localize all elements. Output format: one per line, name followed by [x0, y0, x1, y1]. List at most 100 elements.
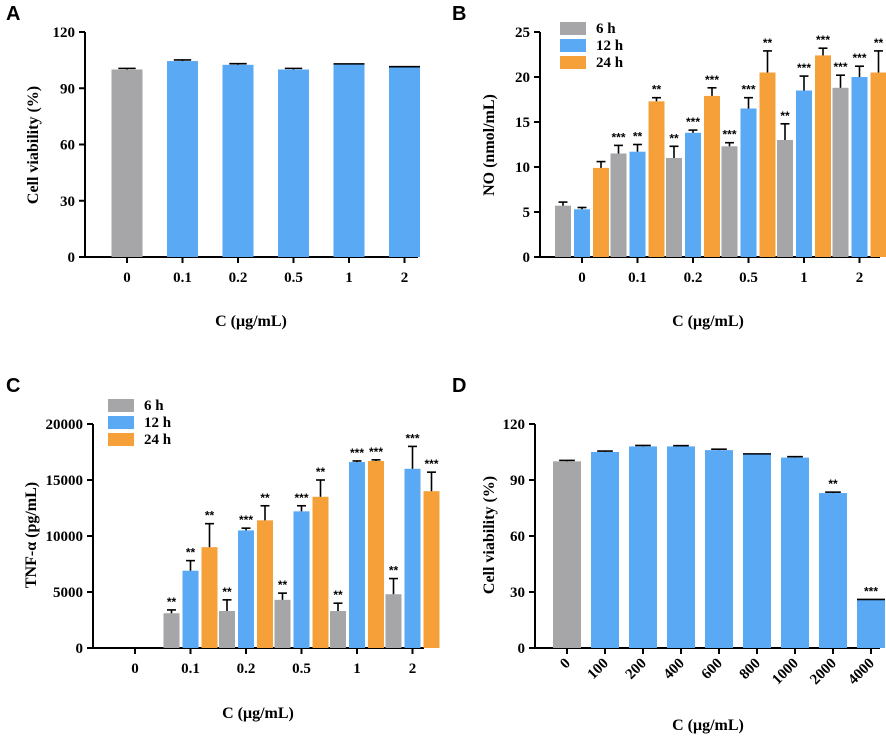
x-tick-label: 4000 — [845, 656, 878, 689]
bar — [740, 108, 757, 257]
bar — [759, 72, 776, 257]
x-tick-label: 100 — [585, 656, 612, 683]
y-tick-label: 120 — [503, 417, 526, 433]
bar — [685, 132, 701, 257]
y-axis-title: NO (nmol/mL) — [481, 94, 498, 196]
y-tick-label: 25 — [515, 25, 530, 41]
bar — [666, 158, 682, 257]
significance-marker: ** — [389, 564, 399, 578]
bar — [555, 205, 571, 257]
bar — [219, 611, 235, 648]
bar — [870, 72, 886, 257]
x-tick-label: 0.1 — [173, 270, 192, 286]
legend-label: 12 h — [596, 38, 624, 54]
y-tick-label: 120 — [53, 25, 76, 41]
legend-swatch — [108, 416, 134, 429]
y-tick-label: 20 — [515, 70, 530, 86]
bar — [330, 611, 346, 648]
y-tick-label: 5 — [523, 205, 531, 221]
bar — [278, 69, 309, 257]
significance-marker: ** — [278, 578, 288, 592]
y-tick-label: 60 — [510, 529, 525, 545]
bar — [781, 457, 809, 648]
legend-label: 6 h — [144, 398, 164, 414]
bar — [610, 153, 627, 257]
significance-marker: *** — [705, 73, 719, 87]
y-tick-label: 10000 — [46, 529, 84, 545]
significance-marker: *** — [405, 431, 419, 445]
y-tick-label: 15 — [515, 115, 530, 131]
x-tick-label: 0.5 — [739, 270, 758, 286]
y-tick-label: 15000 — [46, 473, 84, 489]
significance-marker: *** — [294, 491, 308, 505]
bar — [705, 450, 733, 648]
significance-marker: *** — [369, 445, 383, 459]
bar — [721, 146, 738, 257]
significance-marker: *** — [741, 83, 755, 97]
panel-b: B 0 5 10 15 20 25 0 0.1 0.2 0.5 1 2 C (μg/mL) NO (nmol… — [452, 3, 886, 330]
panel-c: C 0 5000 10000 15000 20000 0 0.1 0.2 0.5 1 2 C (μg/m… — [6, 375, 440, 722]
significance-marker: *** — [611, 130, 625, 144]
bar — [851, 77, 868, 257]
significance-marker: *** — [350, 446, 364, 460]
panel-a: A 0 30 60 90 120 0 0.1 0.2 0.5 1 2 C (μg/mL) Cell via… — [6, 3, 420, 330]
bar — [796, 90, 812, 257]
bar — [385, 594, 402, 648]
x-axis-title: C (μg/mL) — [215, 313, 287, 330]
panel-letter: C — [6, 375, 20, 397]
x-tick-label: 0.5 — [284, 270, 303, 286]
legend-swatch — [560, 39, 586, 52]
bar — [648, 101, 665, 257]
significance-marker: *** — [239, 513, 253, 527]
x-tick-label: 0 — [123, 270, 131, 286]
y-tick-label: 5000 — [53, 585, 83, 601]
legend-swatch — [560, 56, 586, 69]
bar — [815, 55, 831, 258]
bar — [593, 167, 609, 257]
bar — [667, 446, 695, 648]
y-tick-label: 60 — [60, 138, 75, 154]
significance-marker: *** — [424, 457, 438, 471]
bar — [423, 491, 440, 648]
bar — [857, 599, 885, 648]
bar — [257, 520, 273, 648]
y-tick-label: 10 — [515, 160, 530, 176]
bar — [333, 63, 365, 257]
significance-marker: *** — [816, 33, 830, 47]
bar — [167, 61, 198, 257]
x-tick-label: 0 — [131, 661, 139, 677]
significance-marker: ** — [260, 491, 270, 505]
bar — [368, 460, 384, 648]
x-tick-label: 0.1 — [181, 661, 200, 677]
bar — [182, 570, 199, 648]
bar — [629, 151, 646, 257]
bar — [349, 462, 365, 648]
significance-marker: ** — [333, 588, 343, 602]
legend-swatch — [108, 433, 134, 446]
significance-marker: ** — [222, 585, 232, 599]
y-tick-label: 90 — [60, 81, 75, 97]
legend-label: 24 h — [144, 432, 172, 448]
legend-swatch — [108, 399, 134, 412]
bar — [163, 613, 180, 648]
bar — [274, 599, 291, 648]
x-tick-label: 0.1 — [628, 270, 647, 286]
bar — [404, 468, 421, 648]
x-tick-label: 0.5 — [292, 661, 311, 677]
x-tick-label: 0.2 — [237, 661, 256, 677]
bar — [238, 530, 254, 648]
bar — [553, 461, 581, 648]
x-tick-label: 1000 — [769, 656, 802, 689]
bar — [111, 69, 143, 257]
y-tick-label: 20000 — [46, 417, 84, 433]
y-axis-title: Cell viability (%) — [481, 476, 498, 594]
significance-marker: ** — [316, 465, 326, 479]
x-axis-title: C (μg/mL) — [222, 705, 294, 722]
significance-marker: *** — [686, 115, 700, 129]
x-tick-label: 200 — [623, 656, 650, 683]
x-tick-label: 0.2 — [229, 270, 248, 286]
y-tick-label: 0 — [523, 250, 531, 266]
panel-letter: B — [452, 3, 466, 25]
x-tick-label: 0 — [557, 656, 574, 673]
